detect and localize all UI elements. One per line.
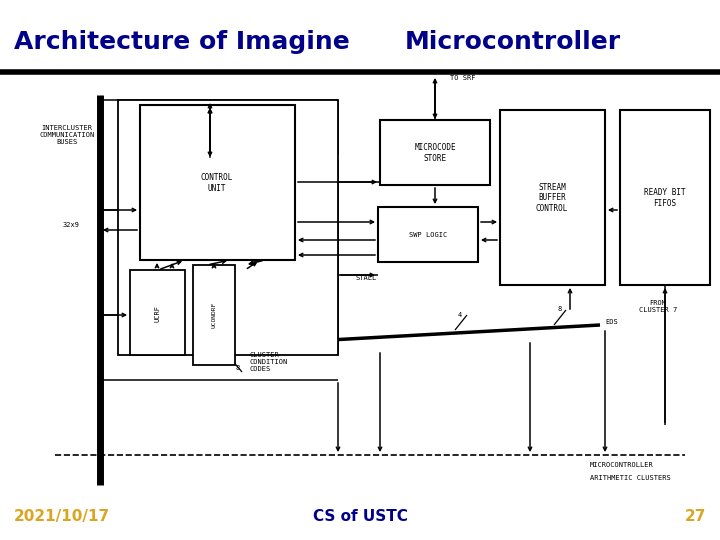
Bar bbox=[140, 105, 295, 260]
Text: TO SRF: TO SRF bbox=[450, 75, 475, 81]
Text: STREAM
CONTROLLER: STREAM CONTROLLER bbox=[189, 112, 231, 125]
Text: CONTROL
UNIT: CONTROL UNIT bbox=[201, 173, 233, 193]
Text: 4: 4 bbox=[458, 312, 462, 318]
Bar bbox=[500, 110, 605, 285]
Text: 8: 8 bbox=[558, 306, 562, 312]
Text: Microcontroller: Microcontroller bbox=[405, 30, 621, 54]
Text: SWP LOGIC: SWP LOGIC bbox=[409, 232, 447, 238]
Text: INTERCLUSTER
COMMUNICATION
BUSES: INTERCLUSTER COMMUNICATION BUSES bbox=[40, 125, 94, 145]
Text: Architecture of Imagine: Architecture of Imagine bbox=[14, 30, 350, 54]
Text: 8: 8 bbox=[236, 365, 240, 371]
Text: CS of USTC: CS of USTC bbox=[312, 509, 408, 524]
Bar bbox=[118, 100, 338, 355]
Text: EOS: EOS bbox=[605, 319, 618, 325]
Text: FROM
CLUSTER 7: FROM CLUSTER 7 bbox=[639, 300, 677, 313]
Bar bbox=[380, 120, 490, 185]
Text: 32x9: 32x9 bbox=[63, 222, 80, 228]
Text: ARITHMETIC CLUSTERS: ARITHMETIC CLUSTERS bbox=[590, 475, 671, 481]
Bar bbox=[378, 207, 478, 262]
Text: STALL: STALL bbox=[355, 275, 377, 281]
Bar bbox=[193, 265, 235, 365]
Text: CLUSTER
CONDITION
CODES: CLUSTER CONDITION CODES bbox=[250, 352, 288, 372]
Text: UCRF: UCRF bbox=[154, 305, 160, 321]
Text: 2021/10/17: 2021/10/17 bbox=[14, 509, 110, 524]
Text: STREAM
BUFFER
CONTROL: STREAM BUFFER CONTROL bbox=[536, 183, 568, 213]
Text: UCONDRF: UCONDRF bbox=[212, 302, 217, 328]
Bar bbox=[620, 110, 710, 285]
Text: READY BIT
FIFOS: READY BIT FIFOS bbox=[644, 188, 686, 208]
Text: MICROCONTROLLER: MICROCONTROLLER bbox=[590, 462, 654, 468]
Text: 27: 27 bbox=[685, 509, 706, 524]
Text: MICROCODE
STORE: MICROCODE STORE bbox=[414, 143, 456, 163]
Bar bbox=[130, 270, 185, 355]
